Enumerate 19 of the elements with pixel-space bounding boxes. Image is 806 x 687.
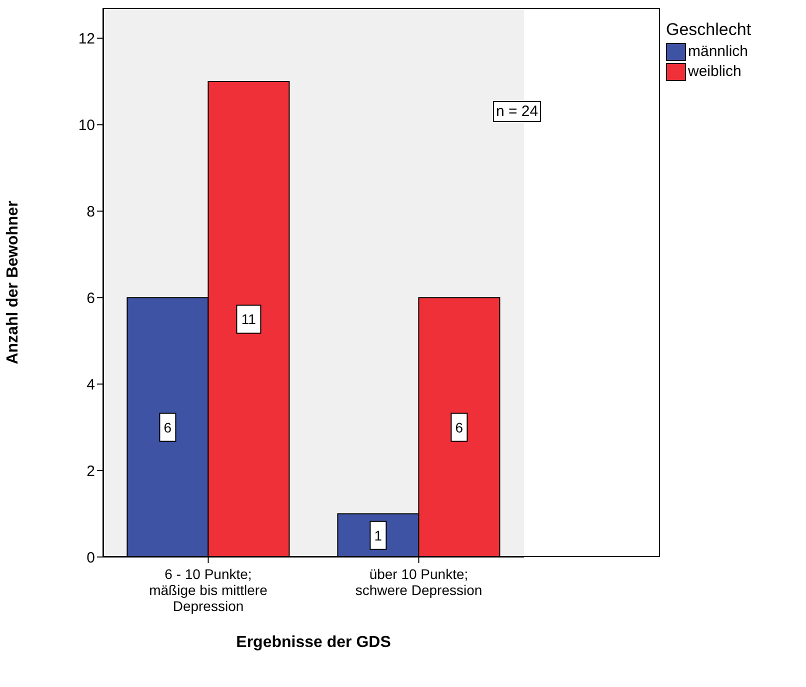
y-tick-label: 2 bbox=[86, 462, 95, 480]
y-tick-label: 0 bbox=[86, 549, 95, 566]
legend-label: weiblich bbox=[687, 62, 742, 82]
y-tick-label: 8 bbox=[86, 204, 95, 220]
data-label: 6 bbox=[164, 419, 172, 436]
data-label: 1 bbox=[374, 527, 382, 544]
legend-label: männlich bbox=[687, 42, 750, 62]
y-tick-label: 4 bbox=[86, 376, 95, 394]
x-tick-label: über 10 Punkte; schwere Depression bbox=[355, 566, 482, 598]
data-label: 6 bbox=[455, 419, 464, 436]
x-tick-label: 6 - 10 Punkte; mäßige bis mittlere Depression bbox=[149, 566, 268, 614]
legend-title: Geschlecht bbox=[666, 20, 752, 40]
data-label: 11 bbox=[241, 311, 256, 328]
x-axis-title: Ergebnisse der GDS bbox=[236, 634, 392, 651]
y-tick-label: 10 bbox=[78, 117, 95, 134]
y-tick-label: 12 bbox=[78, 30, 95, 48]
y-axis-title: Anzahl der Bewohner bbox=[4, 200, 22, 364]
note-box: n = 24 bbox=[493, 101, 542, 122]
y-tick-label: 6 bbox=[86, 290, 95, 307]
